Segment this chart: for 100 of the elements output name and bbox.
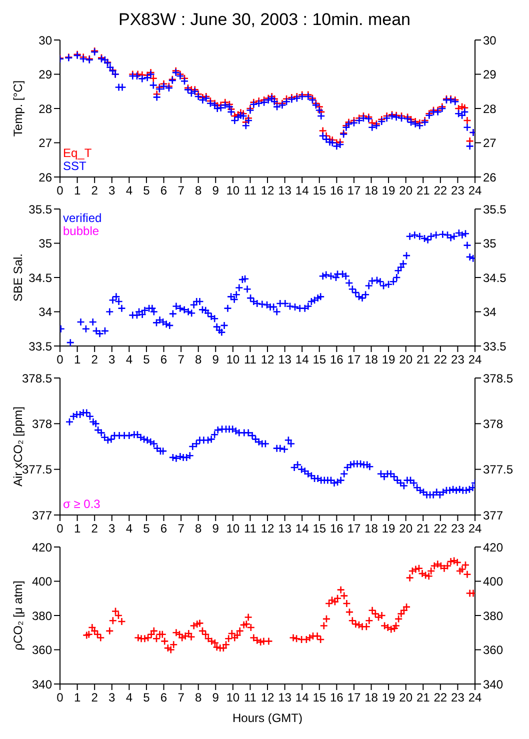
y-tick-label: 35 bbox=[38, 236, 52, 251]
x-tick-label: 13 bbox=[278, 184, 292, 198]
y-tick-label: 28 bbox=[38, 102, 52, 116]
y-axis-title: Temp. [°C] bbox=[11, 80, 25, 137]
x-tick-label: 2 bbox=[91, 184, 98, 198]
x-tick-label: 18 bbox=[364, 690, 378, 705]
x-tick-label: 6 bbox=[160, 522, 168, 536]
text: Eq_T bbox=[63, 146, 92, 160]
x-tick-label: 22 bbox=[434, 352, 448, 367]
x-tick-label: 18 bbox=[364, 522, 378, 536]
x-tick-label: 12 bbox=[260, 184, 274, 198]
x-tick-label: 23 bbox=[451, 352, 465, 367]
x-tick-label: 17 bbox=[347, 184, 361, 198]
x-tick-label: 15 bbox=[312, 522, 326, 536]
x-tick-label: 3 bbox=[108, 690, 116, 705]
y-tick-label: 360 bbox=[32, 643, 52, 658]
x-tick-label: 16 bbox=[330, 690, 344, 705]
y-tick-label: 34 bbox=[38, 305, 52, 320]
y2-tick-label: 28 bbox=[483, 102, 497, 116]
y2-tick-label: 33.5 bbox=[483, 339, 507, 354]
y-tick-label: 400 bbox=[32, 574, 52, 589]
x-tick-label: 6 bbox=[160, 352, 168, 367]
x-tick-label: 9 bbox=[212, 522, 220, 536]
x-tick-label: 22 bbox=[434, 184, 448, 198]
x-tick-label: 9 bbox=[212, 690, 220, 705]
x-tick-label: 15 bbox=[312, 184, 326, 198]
y-tick-label: 377 bbox=[32, 508, 52, 522]
x-tick-label: 16 bbox=[330, 352, 344, 367]
y-tick-label: 30 bbox=[38, 33, 52, 48]
x-tick-label: 6 bbox=[160, 690, 168, 705]
x-tick-label: 1 bbox=[74, 690, 81, 705]
x-tick-label: 20 bbox=[399, 522, 413, 536]
x-tick-label: 20 bbox=[399, 352, 413, 367]
y-tick-label: 380 bbox=[32, 608, 52, 623]
text: SST bbox=[63, 159, 86, 173]
y-axis-title: SBE Sal. bbox=[11, 253, 25, 302]
x-tick-label: 8 bbox=[194, 184, 202, 198]
x-tick-label: 17 bbox=[347, 352, 361, 367]
x-tick-label: 5 bbox=[143, 690, 150, 705]
x-tick-label: 1 bbox=[74, 352, 81, 367]
y2-tick-label: 29 bbox=[483, 68, 497, 82]
y2-tick-label: 34.5 bbox=[483, 270, 507, 285]
x-tick-label: 11 bbox=[244, 184, 257, 198]
x-tick-label: 11 bbox=[244, 352, 257, 367]
x-tick-label: 24 bbox=[468, 690, 482, 705]
x-tick-label: 22 bbox=[434, 522, 448, 536]
y-tick-label: 29 bbox=[38, 68, 52, 82]
x-tick-label: 22 bbox=[434, 690, 448, 705]
note: σ ≥ 0.3 bbox=[63, 497, 100, 511]
x-tick-label: 14 bbox=[295, 352, 310, 367]
x-tick-label: 7 bbox=[178, 352, 185, 367]
x-tick-label: 21 bbox=[416, 352, 430, 367]
y-tick-label: 34.5 bbox=[28, 270, 52, 285]
x-tick-label: 24 bbox=[468, 352, 482, 367]
x-tick-label: 21 bbox=[416, 522, 430, 536]
x-tick-label: 24 bbox=[468, 184, 482, 198]
x-tick-label: 0 bbox=[56, 184, 64, 198]
x-tick-label: 5 bbox=[143, 184, 150, 198]
x-tick-label: 18 bbox=[364, 184, 378, 198]
x-tick-label: 21 bbox=[416, 184, 430, 198]
x-tick-label: 8 bbox=[194, 690, 202, 705]
text: verified bbox=[63, 211, 102, 225]
y2-tick-label: 377 bbox=[483, 508, 504, 522]
x-tick-label: 20 bbox=[399, 184, 413, 198]
x-tick-label: 7 bbox=[178, 690, 185, 705]
x-tick-label: 14 bbox=[295, 184, 310, 198]
x-tick-label: 9 bbox=[212, 352, 220, 367]
x-tick-label: 16 bbox=[330, 522, 344, 536]
y2-tick-label: 34 bbox=[483, 305, 497, 320]
x-tick-label: 10 bbox=[226, 352, 240, 367]
x-tick-label: 13 bbox=[278, 690, 292, 705]
x-tick-label: 3 bbox=[108, 184, 116, 198]
x-tick-label: 13 bbox=[278, 522, 292, 536]
x-tick-label: 5 bbox=[143, 522, 150, 536]
x-tick-label: 9 bbox=[212, 184, 220, 198]
x-tick-label: 1 bbox=[74, 184, 81, 198]
x-tick-label: 2 bbox=[91, 690, 98, 705]
x-tick-label: 19 bbox=[382, 522, 396, 536]
x-tick-label: 23 bbox=[451, 690, 465, 705]
x-tick-label: 23 bbox=[451, 184, 465, 198]
x-tick-label: 19 bbox=[382, 184, 396, 198]
chart-title: PX83W : June 30, 2003 : 10min. mean bbox=[117, 9, 412, 31]
x-tick-label: 14 bbox=[295, 690, 310, 705]
x-tick-label: 12 bbox=[260, 352, 274, 367]
x-tick-label: 21 bbox=[416, 690, 430, 705]
y2-tick-label: 380 bbox=[483, 608, 504, 623]
x-tick-label: 10 bbox=[226, 184, 240, 198]
x-tick-label: 4 bbox=[126, 690, 133, 705]
x-tick-label: 16 bbox=[330, 184, 344, 198]
x-tick-label: 12 bbox=[260, 690, 274, 705]
x-tick-label: 18 bbox=[364, 352, 378, 367]
x-tick-label: 7 bbox=[178, 184, 185, 198]
x-tick-label: 4 bbox=[126, 184, 133, 198]
x-tick-label: 14 bbox=[295, 522, 310, 536]
x-tick-label: 7 bbox=[178, 522, 185, 536]
legend-label: bubble bbox=[63, 224, 100, 238]
x-tick-label: 15 bbox=[312, 690, 326, 705]
x-tick-label: 17 bbox=[347, 690, 361, 705]
y-tick-label: 35.5 bbox=[28, 202, 52, 216]
y2-tick-label: 27 bbox=[483, 136, 497, 150]
